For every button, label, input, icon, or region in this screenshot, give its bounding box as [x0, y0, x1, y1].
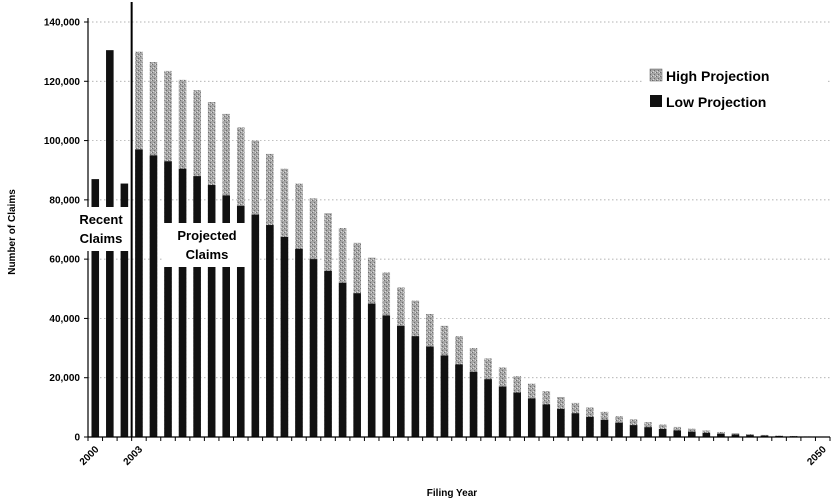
annotation-line: Recent [79, 212, 123, 227]
bar-low-2028 [498, 386, 507, 437]
bar-low-2005 [164, 161, 172, 438]
bar-low-2046 [760, 435, 769, 437]
bar-low-2017 [338, 282, 347, 437]
bar-low-2010 [236, 205, 245, 437]
bar-low-2032 [557, 408, 565, 437]
bar-low-2036 [615, 422, 623, 437]
y-tick-label: 140,000 [44, 18, 81, 29]
bar-low-2041 [688, 431, 696, 437]
bar-low-2042 [702, 432, 711, 437]
bar-low-2015 [309, 259, 318, 437]
x-tick-label: 2003 [122, 444, 146, 468]
bar-low-2021 [397, 325, 405, 437]
bar-low-2045 [746, 435, 754, 437]
x-tick-label: 2050 [805, 444, 829, 468]
annotation-line: Projected [177, 228, 236, 243]
annotation-line: Claims [80, 231, 123, 246]
y-tick-label: 20,000 [49, 373, 80, 384]
bar-low-2038 [644, 427, 652, 437]
x-axis-title: Filing Year [427, 488, 477, 499]
bar-low-2031 [542, 404, 551, 437]
bar-low-2020 [382, 315, 391, 437]
bar-low-2030 [527, 398, 536, 437]
bar-low-2009 [222, 195, 230, 437]
bar-low-2035 [600, 419, 609, 437]
bar-low-2033 [571, 413, 580, 437]
bar-low-2007 [193, 176, 201, 437]
bar-low-2025 [455, 364, 463, 437]
y-tick-label: 80,000 [49, 195, 80, 206]
bar-low-2018 [353, 293, 361, 437]
bar-low-2037 [629, 425, 638, 437]
y-tick-labels: 0 20,000 40,000 60,000 80,000 100,000 120,000 1… [44, 18, 81, 444]
bar-low-2040 [673, 430, 682, 437]
x-tick-label: 2000 [78, 444, 102, 468]
y-tick-label: 0 [74, 433, 80, 444]
legend: High Projection Low Projection [642, 58, 827, 116]
recent-claims-annotation: Recent Claims [72, 207, 130, 251]
bar-low-2012 [266, 225, 274, 437]
bar-low-2002 [120, 183, 129, 437]
bar-low-2003 [135, 149, 143, 437]
bar-low-2000 [91, 179, 100, 437]
y-tick-label: 40,000 [49, 314, 80, 325]
bar-low-2022 [411, 336, 420, 437]
bar-low-2039 [658, 428, 667, 437]
bar-low-2004 [149, 155, 158, 437]
bar-low-2023 [426, 346, 434, 437]
bar-low-2008 [207, 185, 216, 437]
bar-low-2034 [586, 416, 594, 437]
y-axis-title: Number of Claims [7, 189, 18, 275]
bar-low-2016 [324, 271, 332, 437]
bar-low-2026 [469, 371, 478, 437]
projected-claims-annotation: Projected Claims [164, 223, 250, 267]
bar-low-2024 [440, 355, 449, 437]
annotation-line: Claims [186, 247, 229, 262]
y-tick-label: 120,000 [44, 77, 81, 88]
y-tick-label: 100,000 [44, 136, 81, 147]
bar-low-2027 [484, 379, 492, 437]
bar-low-2019 [367, 303, 376, 437]
legend-swatch-low [650, 95, 662, 107]
bar-low-2013 [280, 236, 289, 437]
bar-low-2044 [731, 434, 740, 437]
legend-label-high: High Projection [666, 68, 769, 84]
legend-label-low: Low Projection [666, 94, 766, 110]
y-tick-label: 60,000 [49, 255, 80, 266]
legend-swatch-high [649, 68, 663, 82]
bar-low-2006 [178, 168, 187, 437]
bar-low-2014 [295, 248, 303, 437]
bar-low-2029 [513, 392, 521, 437]
bar-low-2011 [251, 214, 260, 437]
bar-low-2043 [717, 433, 725, 437]
x-tick-labels: 2000 2003 2050 [78, 444, 829, 468]
